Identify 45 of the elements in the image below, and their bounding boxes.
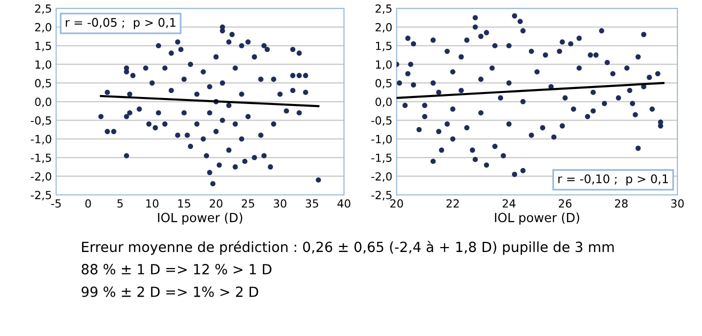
x-axis-title: IOL power (D) — [495, 212, 580, 225]
x-tick-label: 40 — [337, 199, 350, 208]
y-tick-label: -2,5 — [371, 190, 392, 200]
y-tick-label: -2,0 — [371, 172, 392, 182]
text: 88 % ± 1 D => 12 % > 1 D — [82, 264, 272, 274]
x-tick-label: 24 — [502, 199, 516, 208]
x-tick-label: 0 — [85, 199, 91, 208]
x-tick-label: 22 — [446, 199, 459, 208]
x-tick-label: 35 — [306, 199, 318, 208]
x-axis-title: IOL power (D) — [158, 212, 242, 225]
y-tick-label: 2,0 — [376, 23, 392, 33]
annotation: r = -0,10 ; p > 0,1 — [558, 174, 668, 186]
x-tick-label: 28 — [615, 199, 628, 208]
text: Erreur moyenne de prédiction : 0,26 ± 0,65 (-2,4 à + 1,8 D) pupille de 3 mm — [82, 240, 614, 255]
x-tick-label: 30 — [274, 199, 286, 208]
y-tick-label: 0,0 — [35, 98, 52, 108]
y-tick-label: -2,5 — [30, 190, 52, 200]
y-tick-label: 1,0 — [36, 60, 52, 70]
y-tick-label: -1,0 — [371, 134, 392, 144]
annotation: r = -0,05 ; p > 0,1 — [66, 18, 176, 30]
x-tick-label: 25 — [242, 199, 254, 208]
y-tick-label: -1,5 — [371, 154, 392, 164]
y-tick-label: 0,5 — [376, 78, 392, 89]
x-tick-label: 26 — [558, 199, 572, 208]
y-tick-label: 0,5 — [35, 78, 52, 89]
text: 99 % ± 2 D => 1% > 2 D — [82, 286, 258, 298]
x-tick-label: 15 — [178, 199, 190, 208]
x-tick-label: 10 — [146, 199, 158, 208]
y-tick-label: -0,5 — [30, 116, 52, 126]
x-tick-label: 20 — [390, 199, 403, 208]
y-tick-label: 1,0 — [376, 60, 392, 70]
y-tick-label: 0,0 — [376, 98, 392, 108]
y-tick-label: -1,5 — [30, 154, 52, 164]
x-tick-label: 30 — [671, 199, 684, 208]
y-tick-label: 2,0 — [35, 23, 52, 33]
y-tick-label: -2,0 — [30, 172, 52, 182]
y-tick-label: 1,5 — [36, 42, 52, 52]
x-tick-label: 20 — [210, 199, 222, 208]
x-tick-label: -5 — [51, 199, 61, 208]
y-tick-label: 2,5 — [35, 4, 52, 14]
y-tick-label: -1,0 — [30, 134, 52, 144]
y-tick-label: 1,5 — [376, 42, 392, 52]
x-tick-label: 5 — [117, 199, 123, 208]
y-tick-label: -0,5 — [371, 116, 392, 126]
y-tick-label: 2,5 — [376, 4, 392, 14]
